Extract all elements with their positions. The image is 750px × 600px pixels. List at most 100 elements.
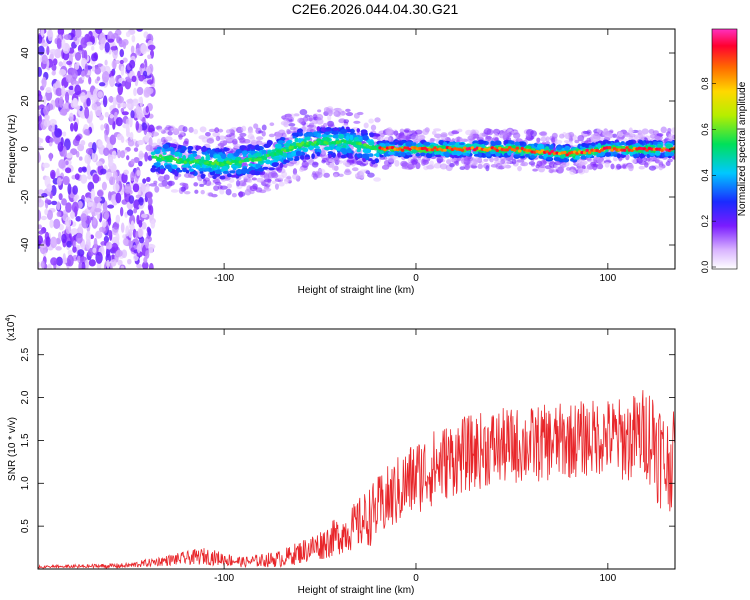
spectrogram-cell bbox=[95, 251, 103, 264]
spectrogram-cell bbox=[182, 167, 187, 173]
spectrogram-cell bbox=[345, 135, 350, 141]
spectrogram-cell bbox=[56, 168, 60, 177]
spectrogram-cell bbox=[72, 246, 77, 253]
spectrogram-cell bbox=[582, 131, 591, 135]
spectrogram-cell bbox=[288, 123, 296, 127]
spectrogram-cell bbox=[401, 165, 409, 170]
spectrogram-cell bbox=[136, 263, 143, 269]
spectrogram-cell bbox=[411, 159, 418, 166]
spectrogram-cell bbox=[80, 241, 86, 250]
x-tick-label: 100 bbox=[600, 573, 617, 584]
spectrogram-peak-cell bbox=[173, 157, 178, 161]
spectrogram-cell bbox=[299, 109, 308, 116]
spectrogram-cell bbox=[283, 159, 288, 164]
spectrogram-cell bbox=[84, 106, 90, 119]
spectrogram-cell bbox=[353, 120, 361, 124]
spectrogram-cell bbox=[132, 183, 140, 193]
spectrogram-peak-cell bbox=[622, 148, 627, 152]
spectrogram-cell bbox=[236, 179, 241, 187]
spectrogram-cell bbox=[639, 131, 645, 138]
spectrogram-cell bbox=[64, 167, 72, 174]
spectrogram-cell bbox=[580, 155, 587, 160]
colorbar-tick-label: 0.8 bbox=[700, 77, 710, 90]
spectrogram-cell bbox=[108, 176, 116, 186]
spectrogram-cell bbox=[188, 149, 192, 154]
spectrogram-cell bbox=[271, 180, 277, 185]
spectrogram-cell bbox=[124, 211, 128, 218]
spectrogram-cell bbox=[81, 261, 86, 269]
y-tick-label: 40 bbox=[20, 47, 31, 59]
spectrogram-cell bbox=[446, 159, 452, 165]
spectrogram-cell bbox=[103, 235, 110, 243]
spectrogram-cell bbox=[291, 132, 299, 137]
spectrogram-peak-cell bbox=[178, 157, 183, 162]
spectrogram-cell bbox=[459, 144, 466, 148]
spectrogram-cell bbox=[604, 131, 612, 136]
y-tick-label: 0 bbox=[20, 146, 31, 152]
spectrogram-cell bbox=[462, 152, 468, 156]
spectrogram-cell bbox=[177, 144, 182, 149]
spectrogram-cell bbox=[75, 135, 81, 142]
spectrogram-cell bbox=[78, 223, 83, 236]
spectrogram-cell bbox=[369, 132, 375, 138]
spectrogram-peak-cell bbox=[423, 146, 427, 150]
spectrogram-cell bbox=[183, 190, 191, 195]
spectrogram-peak-cell bbox=[460, 148, 465, 152]
colorbar: 0.0 0.2 0.4 0.6 0.8 Normalized spectral ampl… bbox=[700, 28, 748, 273]
spectrogram-cell bbox=[97, 139, 103, 148]
spectrogram-cell bbox=[120, 265, 125, 269]
spectrogram-cell bbox=[656, 144, 663, 149]
spectrogram-cell bbox=[70, 122, 74, 132]
spectrogram-cell bbox=[570, 158, 575, 162]
spectrogram-cell bbox=[67, 183, 72, 195]
y-tick-label: 2.0 bbox=[20, 390, 31, 404]
spectrogram-cell bbox=[618, 131, 624, 138]
spectrogram-cell bbox=[49, 152, 53, 162]
spectrogram-cell bbox=[156, 146, 162, 150]
spectrogram-cell bbox=[61, 233, 67, 244]
spectrogram-peak-cell bbox=[440, 148, 445, 152]
snr-panel: -100 0 100 0.5 1.0 1.5 2.0 2.5 Height of straig… bbox=[5, 314, 676, 596]
spectrogram-cell bbox=[209, 151, 214, 158]
spectrogram-cell bbox=[544, 141, 551, 145]
spectrogram-peak-cell bbox=[293, 145, 298, 150]
spectrogram-cell bbox=[126, 131, 131, 138]
spectrogram-cell bbox=[59, 108, 68, 116]
spectrogram-cell bbox=[586, 164, 594, 170]
spectrogram-cell bbox=[117, 259, 123, 266]
spectrogram-cell bbox=[371, 159, 376, 165]
spectrogram-cell bbox=[46, 183, 53, 193]
spectrogram-cell bbox=[52, 83, 57, 93]
spectrogram-cell bbox=[325, 161, 331, 166]
spectrogram-peak-cell bbox=[383, 148, 387, 152]
spectrogram-cell bbox=[325, 127, 332, 130]
spectrogram-cell bbox=[649, 152, 656, 157]
spectrogram-cell bbox=[239, 145, 247, 149]
x-tick-label: 0 bbox=[413, 273, 419, 284]
spectrogram-cell bbox=[667, 127, 672, 134]
spectrogram-cell bbox=[577, 134, 585, 142]
spectrogram-cell bbox=[218, 152, 223, 156]
spectrogram-cell bbox=[115, 232, 120, 243]
spectrogram-peak-cell bbox=[298, 143, 303, 147]
spectrogram-cell bbox=[123, 169, 129, 175]
colorbar-tick-label: 0.6 bbox=[700, 123, 710, 136]
spectrogram-cell bbox=[597, 142, 602, 149]
spectrogram-cell bbox=[356, 128, 361, 133]
spectrogram-cell bbox=[345, 112, 354, 117]
spectrogram-cell bbox=[558, 133, 565, 139]
spectrogram-cell bbox=[566, 167, 571, 171]
spectrogram-cell bbox=[72, 97, 79, 108]
spectrogram-cell bbox=[77, 200, 83, 209]
spectrogram-cell bbox=[616, 163, 622, 170]
spectrogram-cell bbox=[38, 45, 45, 56]
spectrogram-cell bbox=[138, 96, 143, 103]
spectrogram-cell bbox=[146, 132, 153, 137]
spectrogram-cell bbox=[132, 99, 139, 107]
spectrogram-cell bbox=[257, 167, 265, 172]
spectrogram-cell bbox=[638, 165, 645, 170]
spectrogram-cell bbox=[443, 151, 450, 157]
spectrogram-cell bbox=[135, 47, 142, 56]
spectrogram-cell bbox=[97, 190, 104, 197]
spectrogram-cell bbox=[144, 151, 149, 162]
